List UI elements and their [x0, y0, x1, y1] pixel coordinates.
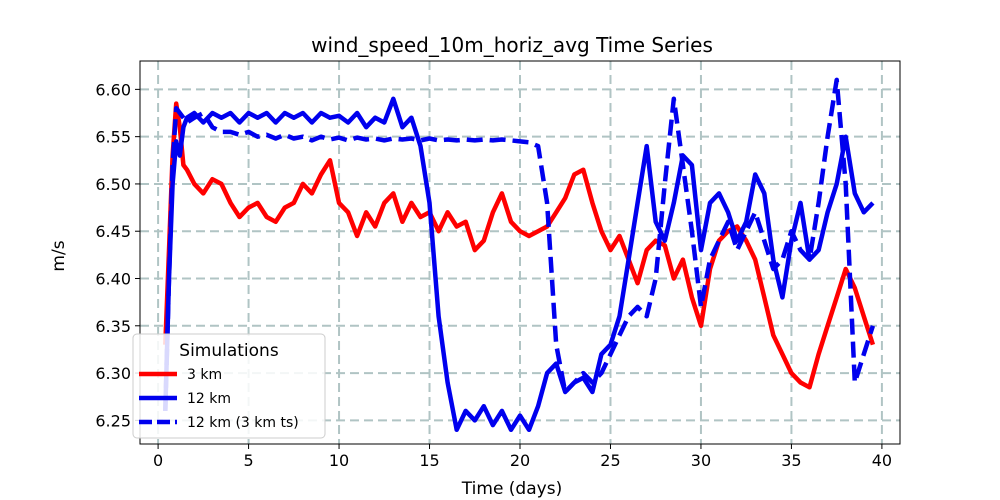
legend-label: 12 km	[187, 391, 231, 407]
x-axis-ticks: 0 5 10 15 20 25 30 35 40	[153, 444, 892, 470]
x-tick-label: 15	[419, 451, 439, 470]
x-tick-label: 35	[781, 451, 801, 470]
x-tick-label: 25	[600, 451, 620, 470]
y-tick-label: 6.30	[95, 364, 131, 383]
series-line	[163, 101, 876, 390]
x-tick-label: 0	[153, 451, 163, 470]
legend: Simulations 3 km 12 km 12 km (3 km ts)	[132, 333, 326, 439]
y-tick-label: 6.50	[95, 175, 131, 194]
y-tick-label: 6.40	[95, 270, 131, 289]
x-tick-label: 10	[329, 451, 349, 470]
legend-box	[132, 333, 326, 439]
x-axis-label: Time (days)	[461, 479, 562, 499]
y-tick-label: 6.45	[95, 222, 131, 241]
series-layer	[163, 77, 876, 433]
y-tick-label: 6.35	[95, 317, 131, 336]
x-tick-label: 5	[243, 451, 253, 470]
legend-entries: 3 km 12 km 12 km (3 km ts)	[139, 367, 299, 431]
grid	[140, 61, 900, 444]
x-tick-label: 30	[691, 451, 711, 470]
legend-label: 3 km	[187, 367, 222, 383]
chart-title: wind_speed_10m_horiz_avg Time Series	[311, 33, 713, 57]
x-tick-label: 40	[872, 451, 892, 470]
y-axis-ticks: 6.25 6.30 6.35 6.40 6.45 6.50 6.55 6.60	[95, 80, 140, 430]
legend-label: 12 km (3 km ts)	[187, 415, 299, 431]
y-tick-label: 6.55	[95, 128, 131, 147]
series-line	[163, 96, 875, 433]
y-tick-label: 6.60	[95, 80, 131, 99]
y-tick-label: 6.25	[95, 411, 131, 430]
legend-title: Simulations	[179, 341, 279, 361]
x-tick-label: 20	[510, 451, 530, 470]
y-axis-label: m/s	[49, 240, 69, 271]
series-line	[163, 77, 876, 411]
